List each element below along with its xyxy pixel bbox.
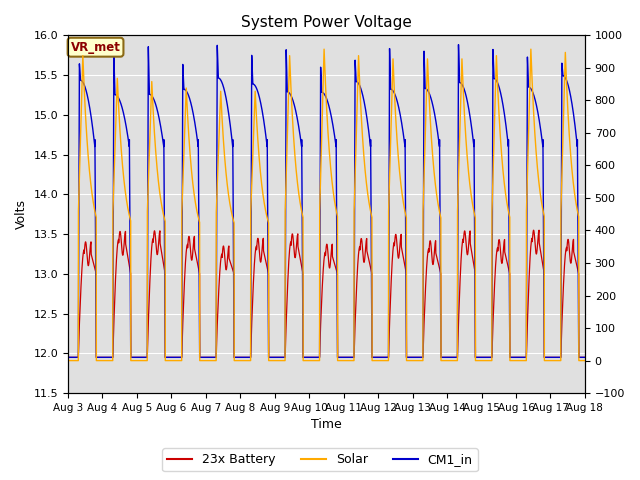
Y-axis label: Volts: Volts <box>15 199 28 229</box>
Legend: 23x Battery, Solar, CM1_in: 23x Battery, Solar, CM1_in <box>163 448 477 471</box>
X-axis label: Time: Time <box>311 419 342 432</box>
Title: System Power Voltage: System Power Voltage <box>241 15 412 30</box>
Text: VR_met: VR_met <box>70 41 120 54</box>
